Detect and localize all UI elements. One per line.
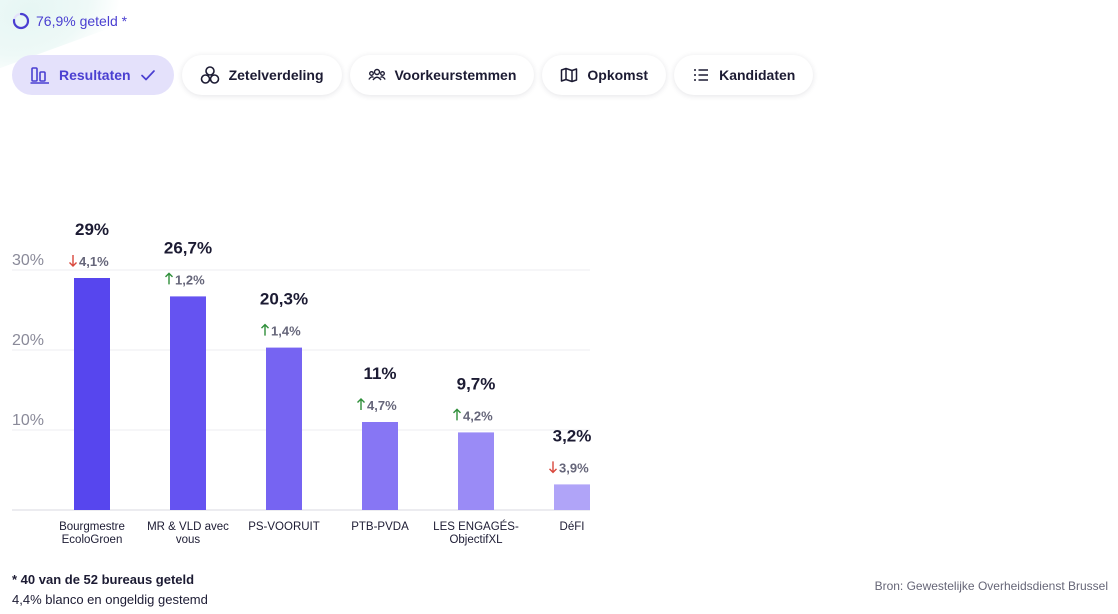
- bar: [554, 484, 590, 510]
- people-icon: [367, 68, 386, 81]
- bar-value-label: 20,3%: [260, 290, 308, 309]
- category-label: vous: [176, 534, 201, 546]
- tab-resultaten[interactable]: Resultaten: [12, 55, 174, 95]
- up-arrow-icon: [165, 272, 173, 285]
- bar: [170, 296, 206, 510]
- category-label: DéFI: [560, 521, 585, 533]
- source-label: Bron: Gewestelijke Overheidsdienst Bruss…: [874, 579, 1108, 593]
- category-label: Bourgmestre: [59, 521, 125, 533]
- tab-voorkeurstemmen[interactable]: Voorkeurstemmen: [349, 55, 535, 95]
- circles-icon: [200, 66, 219, 84]
- category-label: LES ENGAGÉS-: [433, 520, 519, 533]
- blank-votes-note: 4,4% blanco en ongeldig gestemd: [12, 592, 208, 607]
- tab-label: Voorkeurstemmen: [394, 67, 517, 83]
- bar-value-label: 3,2%: [553, 426, 592, 445]
- checkmark-icon: [140, 70, 155, 81]
- progress-label: 76,9% geteld *: [36, 13, 128, 29]
- category-label: ObjectifXL: [449, 534, 503, 546]
- tab-label: Opkomst: [587, 67, 649, 83]
- tab-opkomst[interactable]: Opkomst: [542, 55, 667, 95]
- bar: [266, 347, 302, 510]
- bar-value-label: 11%: [363, 364, 396, 383]
- up-arrow-icon: [453, 408, 461, 421]
- map-icon: [561, 67, 578, 83]
- up-arrow-icon: [357, 398, 365, 410]
- bar: [74, 278, 110, 510]
- up-arrow-icon: [261, 323, 269, 336]
- list-icon: [694, 69, 709, 81]
- bar: [362, 422, 398, 510]
- bar-value-label: 26,7%: [164, 238, 212, 257]
- y-tick-label: 30%: [12, 252, 44, 269]
- change-label: 4,2%: [463, 408, 493, 423]
- down-arrow-icon: [69, 255, 77, 267]
- down-arrow-icon: [549, 461, 557, 474]
- tab-zetelverdeling[interactable]: Zetelverdeling: [181, 55, 342, 95]
- category-label: MR & VLD avec: [147, 521, 229, 533]
- count-progress: 76,9% geteld *: [12, 12, 127, 30]
- bar-value-label: 9,7%: [457, 374, 496, 393]
- change-label: 1,2%: [175, 272, 205, 287]
- progress-ring-icon: [12, 12, 30, 30]
- tab-kandidaten[interactable]: Kandidaten: [674, 55, 814, 95]
- y-tick-label: 20%: [12, 332, 44, 349]
- tab-label: Resultaten: [59, 67, 131, 83]
- category-label: PS-VOORUIT: [248, 521, 320, 533]
- bar-value-label: 29%: [75, 220, 109, 239]
- bar-chart-icon: [30, 67, 49, 84]
- change-label: 1,4%: [271, 324, 301, 339]
- change-label: 4,1%: [79, 254, 109, 269]
- category-label: PTB-PVDA: [351, 521, 409, 533]
- change-label: 4,7%: [367, 398, 397, 413]
- bar: [458, 432, 494, 510]
- y-tick-label: 10%: [12, 412, 44, 429]
- footnote: * 40 van de 52 bureaus geteld 4,4% blanc…: [12, 570, 208, 610]
- tab-label: Zetelverdeling: [228, 67, 324, 83]
- change-label: 3,9%: [559, 460, 589, 475]
- bureaus-counted-note: * 40 van de 52 bureaus geteld: [12, 572, 195, 587]
- tab-bar: Resultaten Zetelverdeling Voorkeurstemme…: [12, 55, 814, 95]
- tab-label: Kandidaten: [719, 67, 796, 83]
- category-label: EcoloGroen: [62, 534, 123, 546]
